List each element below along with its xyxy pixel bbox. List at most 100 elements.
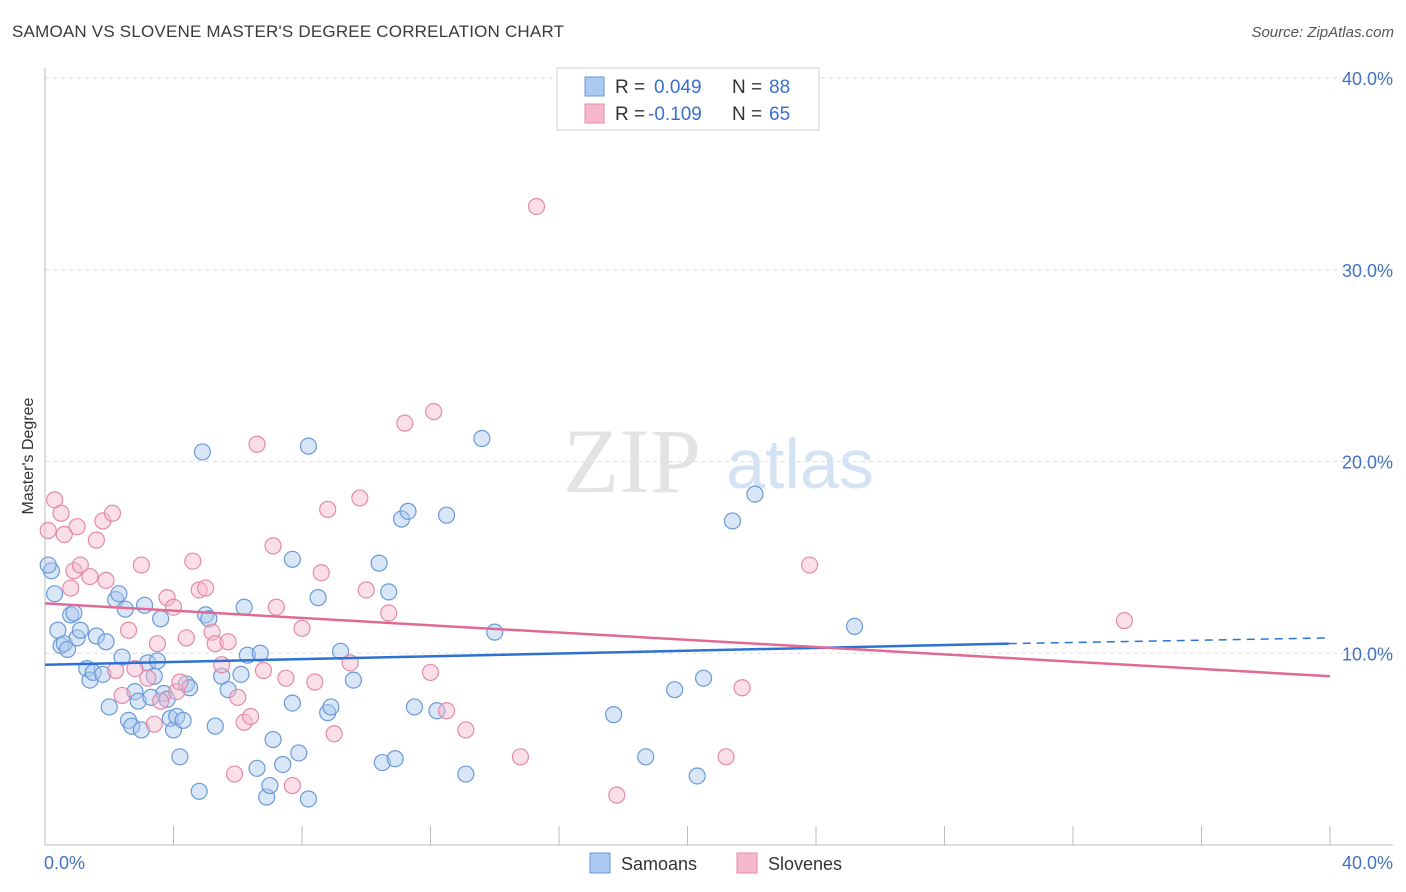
samoans-point <box>174 711 192 729</box>
slovenes-point <box>197 579 215 597</box>
slovenes-point <box>119 621 138 639</box>
y-axis-label: Master's Degree <box>20 397 37 514</box>
slovenes-point <box>357 581 375 599</box>
slovenes-point <box>325 725 343 743</box>
samoans-point <box>264 730 282 749</box>
slovenes-point <box>113 686 131 705</box>
slovenes-point <box>68 518 86 536</box>
samoans-point <box>344 671 362 689</box>
samoans-point <box>200 610 218 628</box>
x-tick-label-max: 40.0% <box>1342 853 1393 873</box>
axis-layer <box>44 68 1393 846</box>
slovenes-point <box>248 435 266 453</box>
slovenes-point <box>608 786 626 804</box>
samoans-point <box>473 429 491 448</box>
samoans-point <box>97 633 115 651</box>
samoans-point <box>666 681 684 699</box>
slovenes-point <box>733 679 751 697</box>
samoans-point <box>322 698 340 716</box>
slovenes-point <box>107 661 125 680</box>
y-tick-label: 40.0% <box>1342 69 1393 89</box>
samoans-point <box>283 694 301 712</box>
samoans-point <box>261 776 279 795</box>
stats-legend: R = 0.049 N = 88 R = -0.109 N = 65 <box>556 67 820 131</box>
samoans-trend-extension <box>1008 637 1331 645</box>
slovenes-point <box>126 659 144 678</box>
slovenes-trend-line <box>44 602 1331 678</box>
slovenes-point <box>225 765 244 783</box>
slovenes-point <box>319 500 337 519</box>
slovenes-point <box>219 633 237 651</box>
samoans-point <box>309 589 327 607</box>
slovenes-point <box>380 604 398 622</box>
samoans-point <box>100 698 118 716</box>
samoans-point <box>65 604 83 622</box>
grid-layer <box>45 77 1393 654</box>
samoans-point <box>126 682 144 701</box>
slovenes-point <box>457 721 475 739</box>
slovenes-point <box>103 504 122 522</box>
samoans-point <box>380 583 398 601</box>
slovenes-point <box>717 748 735 766</box>
samoans-point <box>87 627 106 645</box>
bottom-legend-slovenes: Slovenes <box>768 854 842 874</box>
slovenes-point <box>213 656 231 674</box>
slovenes-point <box>71 556 89 574</box>
slovenes-point <box>437 702 456 720</box>
samoans-point <box>232 665 250 683</box>
samoans-point <box>386 750 404 768</box>
slovenes-point <box>425 403 443 421</box>
samoans-trend-line <box>44 642 1009 667</box>
slovenes-point <box>511 748 530 766</box>
y-tick-labels: 10.0% 20.0% 30.0% 40.0% <box>1342 69 1393 664</box>
samoans-point <box>58 640 77 659</box>
x-ticks <box>44 826 1331 845</box>
chart-title: SAMOAN VS SLOVENE MASTER'S DEGREE CORREL… <box>12 22 565 41</box>
slovenes-point <box>145 715 163 733</box>
bottom-legend-samoans: Samoans <box>621 854 697 874</box>
legend-swatch-samoans <box>584 76 605 97</box>
legend-n-label-slovenes: N = <box>732 104 762 125</box>
samoans-point <box>235 598 253 616</box>
slovenes-point <box>1115 612 1134 630</box>
legend-r-value-slovenes: -0.109 <box>648 104 702 125</box>
slovenes-point <box>164 598 183 616</box>
slovenes-point <box>152 692 170 710</box>
watermark: ZIP atlas <box>563 410 874 512</box>
y-tick-label: 10.0% <box>1342 644 1393 664</box>
samoans-point <box>206 717 224 735</box>
slovenes-point <box>242 707 260 726</box>
slovenes-point <box>184 552 202 570</box>
legend-n-value-samoans: 88 <box>769 77 790 98</box>
samoans-point <box>193 443 212 461</box>
slovenes-point <box>527 197 546 216</box>
samoans-point <box>605 706 623 724</box>
legend-r-value-samoans: 0.049 <box>654 77 702 98</box>
slovenes-point <box>190 581 208 599</box>
slovenes-point <box>267 598 285 616</box>
watermark-atlas: atlas <box>726 425 874 503</box>
legend-swatch-slovenes <box>584 103 605 124</box>
slovenes-point <box>421 663 440 682</box>
samoans-point <box>148 652 167 670</box>
slovenes-point <box>81 567 99 586</box>
slovenes-point <box>171 673 189 691</box>
legend-n-value-slovenes: 65 <box>769 104 790 125</box>
slovenes-point <box>277 669 295 687</box>
watermark-zip: ZIP <box>563 410 701 512</box>
samoans-point <box>142 688 160 706</box>
slovenes-point <box>235 713 253 731</box>
bottom-swatch-samoans <box>589 852 611 874</box>
samoans-point <box>486 623 504 641</box>
y-tick-label: 30.0% <box>1342 261 1393 281</box>
slovenes-point <box>132 556 150 574</box>
slovenes-point <box>65 562 83 580</box>
slovenes-point <box>97 571 115 589</box>
slovenes-point <box>306 673 324 691</box>
slovenes-point <box>264 537 282 555</box>
samoans-point <box>399 502 417 520</box>
samoans-point <box>123 717 141 735</box>
samoans-point <box>71 621 89 639</box>
samoans-point <box>428 702 446 720</box>
slovenes-point <box>168 682 186 701</box>
